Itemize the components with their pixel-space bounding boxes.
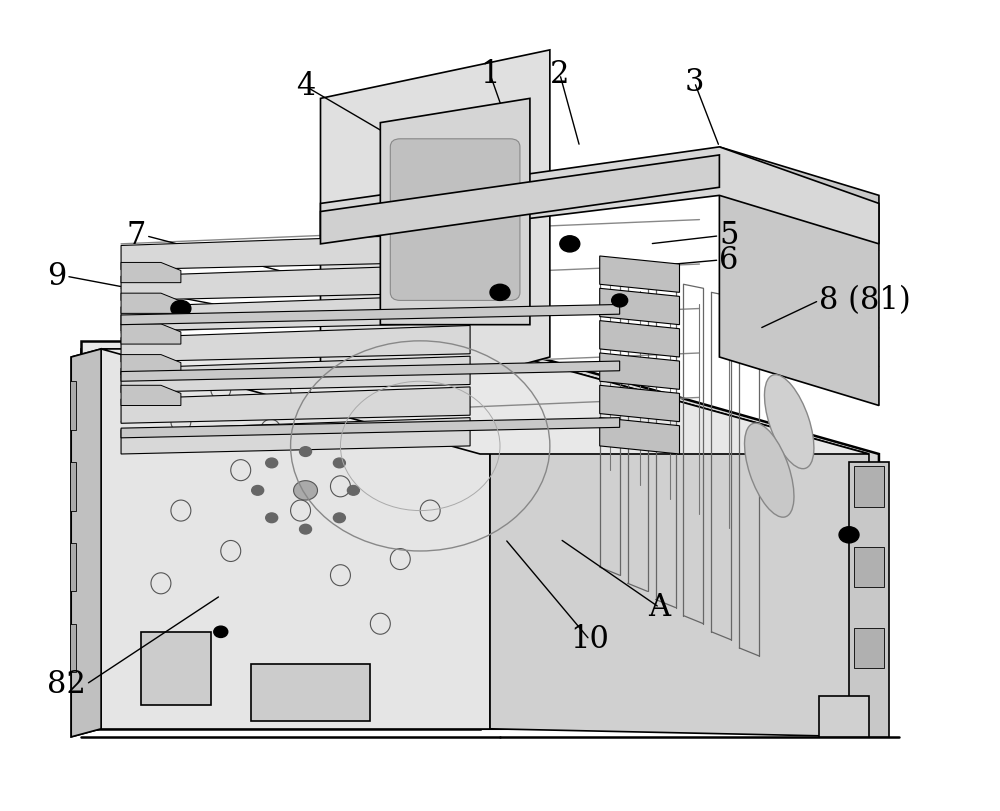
- Polygon shape: [71, 349, 101, 737]
- Polygon shape: [251, 664, 370, 721]
- Polygon shape: [121, 418, 470, 454]
- Polygon shape: [71, 349, 101, 737]
- Polygon shape: [121, 304, 620, 324]
- Polygon shape: [121, 354, 181, 375]
- Polygon shape: [81, 341, 480, 729]
- Text: 9: 9: [47, 260, 66, 292]
- Polygon shape: [854, 547, 884, 587]
- Circle shape: [612, 294, 628, 307]
- Polygon shape: [121, 356, 470, 393]
- Polygon shape: [600, 418, 680, 454]
- Polygon shape: [121, 418, 620, 438]
- Polygon shape: [121, 234, 470, 270]
- Polygon shape: [101, 349, 869, 454]
- Circle shape: [333, 513, 345, 522]
- Polygon shape: [70, 624, 76, 672]
- Polygon shape: [600, 288, 680, 324]
- Circle shape: [560, 236, 580, 252]
- Text: 82: 82: [47, 669, 86, 700]
- Polygon shape: [854, 466, 884, 507]
- Polygon shape: [320, 147, 879, 244]
- Polygon shape: [121, 361, 620, 381]
- Polygon shape: [121, 263, 181, 283]
- Polygon shape: [121, 325, 470, 362]
- Polygon shape: [600, 256, 680, 292]
- Circle shape: [300, 524, 312, 534]
- Text: 3: 3: [685, 67, 704, 97]
- Polygon shape: [490, 349, 869, 737]
- Polygon shape: [320, 155, 719, 244]
- Circle shape: [839, 526, 859, 543]
- Circle shape: [300, 447, 312, 457]
- Circle shape: [333, 458, 345, 468]
- Ellipse shape: [745, 423, 794, 517]
- Text: 10: 10: [570, 624, 609, 655]
- Circle shape: [214, 626, 228, 637]
- Polygon shape: [600, 385, 680, 422]
- Polygon shape: [719, 147, 879, 406]
- Polygon shape: [121, 385, 181, 406]
- Circle shape: [347, 486, 359, 496]
- Polygon shape: [849, 462, 889, 737]
- Text: 5: 5: [719, 221, 739, 251]
- Text: 2: 2: [550, 58, 570, 90]
- Polygon shape: [70, 543, 76, 591]
- Text: 7: 7: [127, 221, 146, 251]
- Polygon shape: [854, 628, 884, 668]
- Polygon shape: [70, 462, 76, 511]
- Ellipse shape: [764, 375, 814, 469]
- Polygon shape: [121, 324, 181, 344]
- Text: 4: 4: [296, 71, 315, 101]
- Polygon shape: [121, 387, 470, 423]
- Circle shape: [171, 300, 191, 316]
- Polygon shape: [121, 264, 470, 300]
- Polygon shape: [380, 98, 530, 324]
- Polygon shape: [600, 320, 680, 357]
- Polygon shape: [480, 341, 879, 729]
- Polygon shape: [70, 381, 76, 430]
- FancyBboxPatch shape: [390, 139, 520, 300]
- Polygon shape: [81, 349, 470, 729]
- Circle shape: [266, 458, 278, 468]
- Polygon shape: [121, 293, 181, 313]
- Polygon shape: [600, 353, 680, 389]
- Circle shape: [490, 285, 510, 300]
- Polygon shape: [101, 349, 490, 729]
- Polygon shape: [819, 697, 869, 737]
- Circle shape: [294, 481, 318, 500]
- Polygon shape: [121, 294, 470, 331]
- Polygon shape: [320, 50, 550, 365]
- Text: 1: 1: [480, 58, 500, 90]
- Circle shape: [266, 513, 278, 522]
- Text: 6: 6: [719, 245, 739, 276]
- Text: 8 (81): 8 (81): [819, 285, 911, 316]
- Circle shape: [252, 486, 264, 496]
- Polygon shape: [141, 632, 211, 705]
- Text: A: A: [648, 592, 671, 623]
